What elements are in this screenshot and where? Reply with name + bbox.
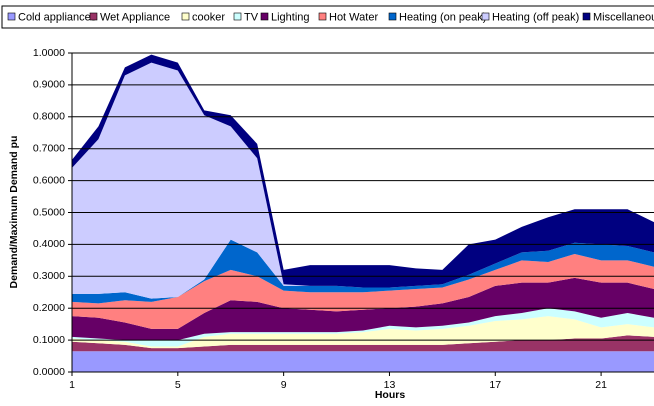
plot-area [72,54,654,372]
area [72,277,654,341]
area [72,54,654,288]
x-axis-title: Hours [375,389,405,401]
area [72,62,654,299]
legend-label: Heating (off peak) [492,11,579,23]
y-tick-label: 0.9000 [33,79,65,91]
x-tick-label: 13 [384,379,396,391]
legend-swatch [481,12,490,21]
y-axis-title: Demand/Maximum Demand pu [8,136,20,289]
legend-label: Heating (on peak) [399,11,486,23]
y-tick-label: 0.7000 [33,142,65,154]
legend-label: TV [244,11,259,23]
y-tick-label: 0.4000 [33,238,65,250]
area [72,253,654,329]
legend-swatch [388,12,397,21]
y-tick-label: 0.1000 [33,334,65,346]
legend-label: cooker [192,11,225,23]
legend-swatch [582,12,591,21]
area [72,308,654,347]
y-tick-label: 0.2000 [33,302,65,314]
y-tick-label: 0.8000 [33,111,65,123]
legend-swatch [318,12,327,21]
y-tick-label: 0.0000 [33,366,65,378]
legend-label: Miscellaneous [593,11,654,23]
legend-swatch [260,12,269,21]
y-tick-label: 0.6000 [33,174,65,186]
y-tick-label: 0.5000 [33,206,65,218]
area [72,335,654,352]
legend-swatch [181,12,190,21]
area [72,239,654,304]
legend-label: Cold appliances [18,11,97,23]
legend-swatch [89,12,98,21]
area [72,351,654,372]
legend-swatch [7,12,16,21]
x-tick-label: 21 [595,379,607,391]
x-tick-label: 17 [489,379,501,391]
legend-label: Hot Water [329,11,378,23]
x-tick-label: 5 [175,379,181,391]
y-tick-label: 0.3000 [33,270,65,282]
legend-box [1,5,654,29]
legend-label: Lighting [271,11,310,23]
x-tick-label: 9 [281,379,287,391]
grid [68,52,654,376]
x-tick-label: 1 [69,379,75,391]
y-tick-label: 1.0000 [33,47,65,59]
legend-label: Wet Appliance [100,11,170,23]
legend-swatch [233,12,242,21]
